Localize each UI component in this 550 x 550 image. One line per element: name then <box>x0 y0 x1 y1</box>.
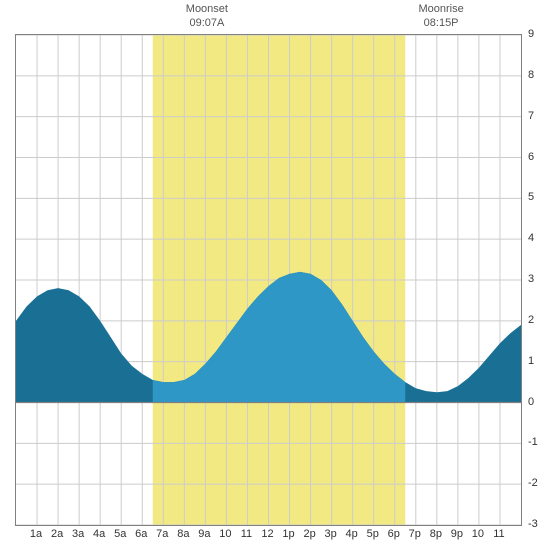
y-tick-label: 8 <box>528 69 548 81</box>
y-tick-label: 7 <box>528 110 548 122</box>
x-tick-label: 11 <box>236 528 256 540</box>
y-tick-label: 9 <box>528 28 548 40</box>
y-tick-label: 1 <box>528 355 548 367</box>
y-tick-label: 6 <box>528 151 548 163</box>
x-tick-label: 12 <box>258 528 278 540</box>
x-tick-label: 7p <box>405 528 425 540</box>
x-tick-label: 2a <box>47 528 67 540</box>
y-tick-label: 2 <box>528 314 548 326</box>
x-tick-label: 1p <box>279 528 299 540</box>
moonset-title: Moonset <box>167 2 247 16</box>
x-tick-label: 4p <box>342 528 362 540</box>
x-tick-label: 6p <box>384 528 404 540</box>
x-tick-label: 7a <box>152 528 172 540</box>
x-tick-label: 6a <box>131 528 151 540</box>
moonset-label: Moonset 09:07A <box>167 2 247 30</box>
x-tick-label: 4a <box>89 528 109 540</box>
x-tick-label: 8p <box>426 528 446 540</box>
x-tick-label: 10 <box>215 528 235 540</box>
tide-chart: Moonset 09:07A Moonrise 08:15P 1a2a3a4a5… <box>0 0 550 550</box>
x-tick-label: 1a <box>26 528 46 540</box>
y-axis: -3-2-10123456789 <box>528 34 548 524</box>
y-tick-label: 4 <box>528 232 548 244</box>
moonrise-time: 08:15P <box>401 16 481 30</box>
x-tick-label: 5p <box>363 528 383 540</box>
x-tick-label: 3a <box>68 528 88 540</box>
y-tick-label: 0 <box>528 396 548 408</box>
y-tick-label: -2 <box>528 477 548 489</box>
plot-area <box>15 34 522 526</box>
x-tick-label: 11 <box>489 528 509 540</box>
x-tick-label: 2p <box>300 528 320 540</box>
moonrise-label: Moonrise 08:15P <box>401 2 481 30</box>
x-tick-label: 8a <box>173 528 193 540</box>
y-tick-label: 5 <box>528 191 548 203</box>
x-tick-label: 5a <box>110 528 130 540</box>
y-tick-label: -3 <box>528 518 548 530</box>
moonset-time: 09:07A <box>167 16 247 30</box>
x-tick-label: 9a <box>194 528 214 540</box>
chart-header: Moonset 09:07A Moonrise 08:15P <box>0 2 550 32</box>
y-tick-label: -1 <box>528 436 548 448</box>
x-tick-label: 10 <box>468 528 488 540</box>
x-tick-label: 9p <box>447 528 467 540</box>
x-tick-label: 3p <box>321 528 341 540</box>
moonrise-title: Moonrise <box>401 2 481 16</box>
y-tick-label: 3 <box>528 273 548 285</box>
x-axis: 1a2a3a4a5a6a7a8a9a1011121p2p3p4p5p6p7p8p… <box>15 528 520 544</box>
